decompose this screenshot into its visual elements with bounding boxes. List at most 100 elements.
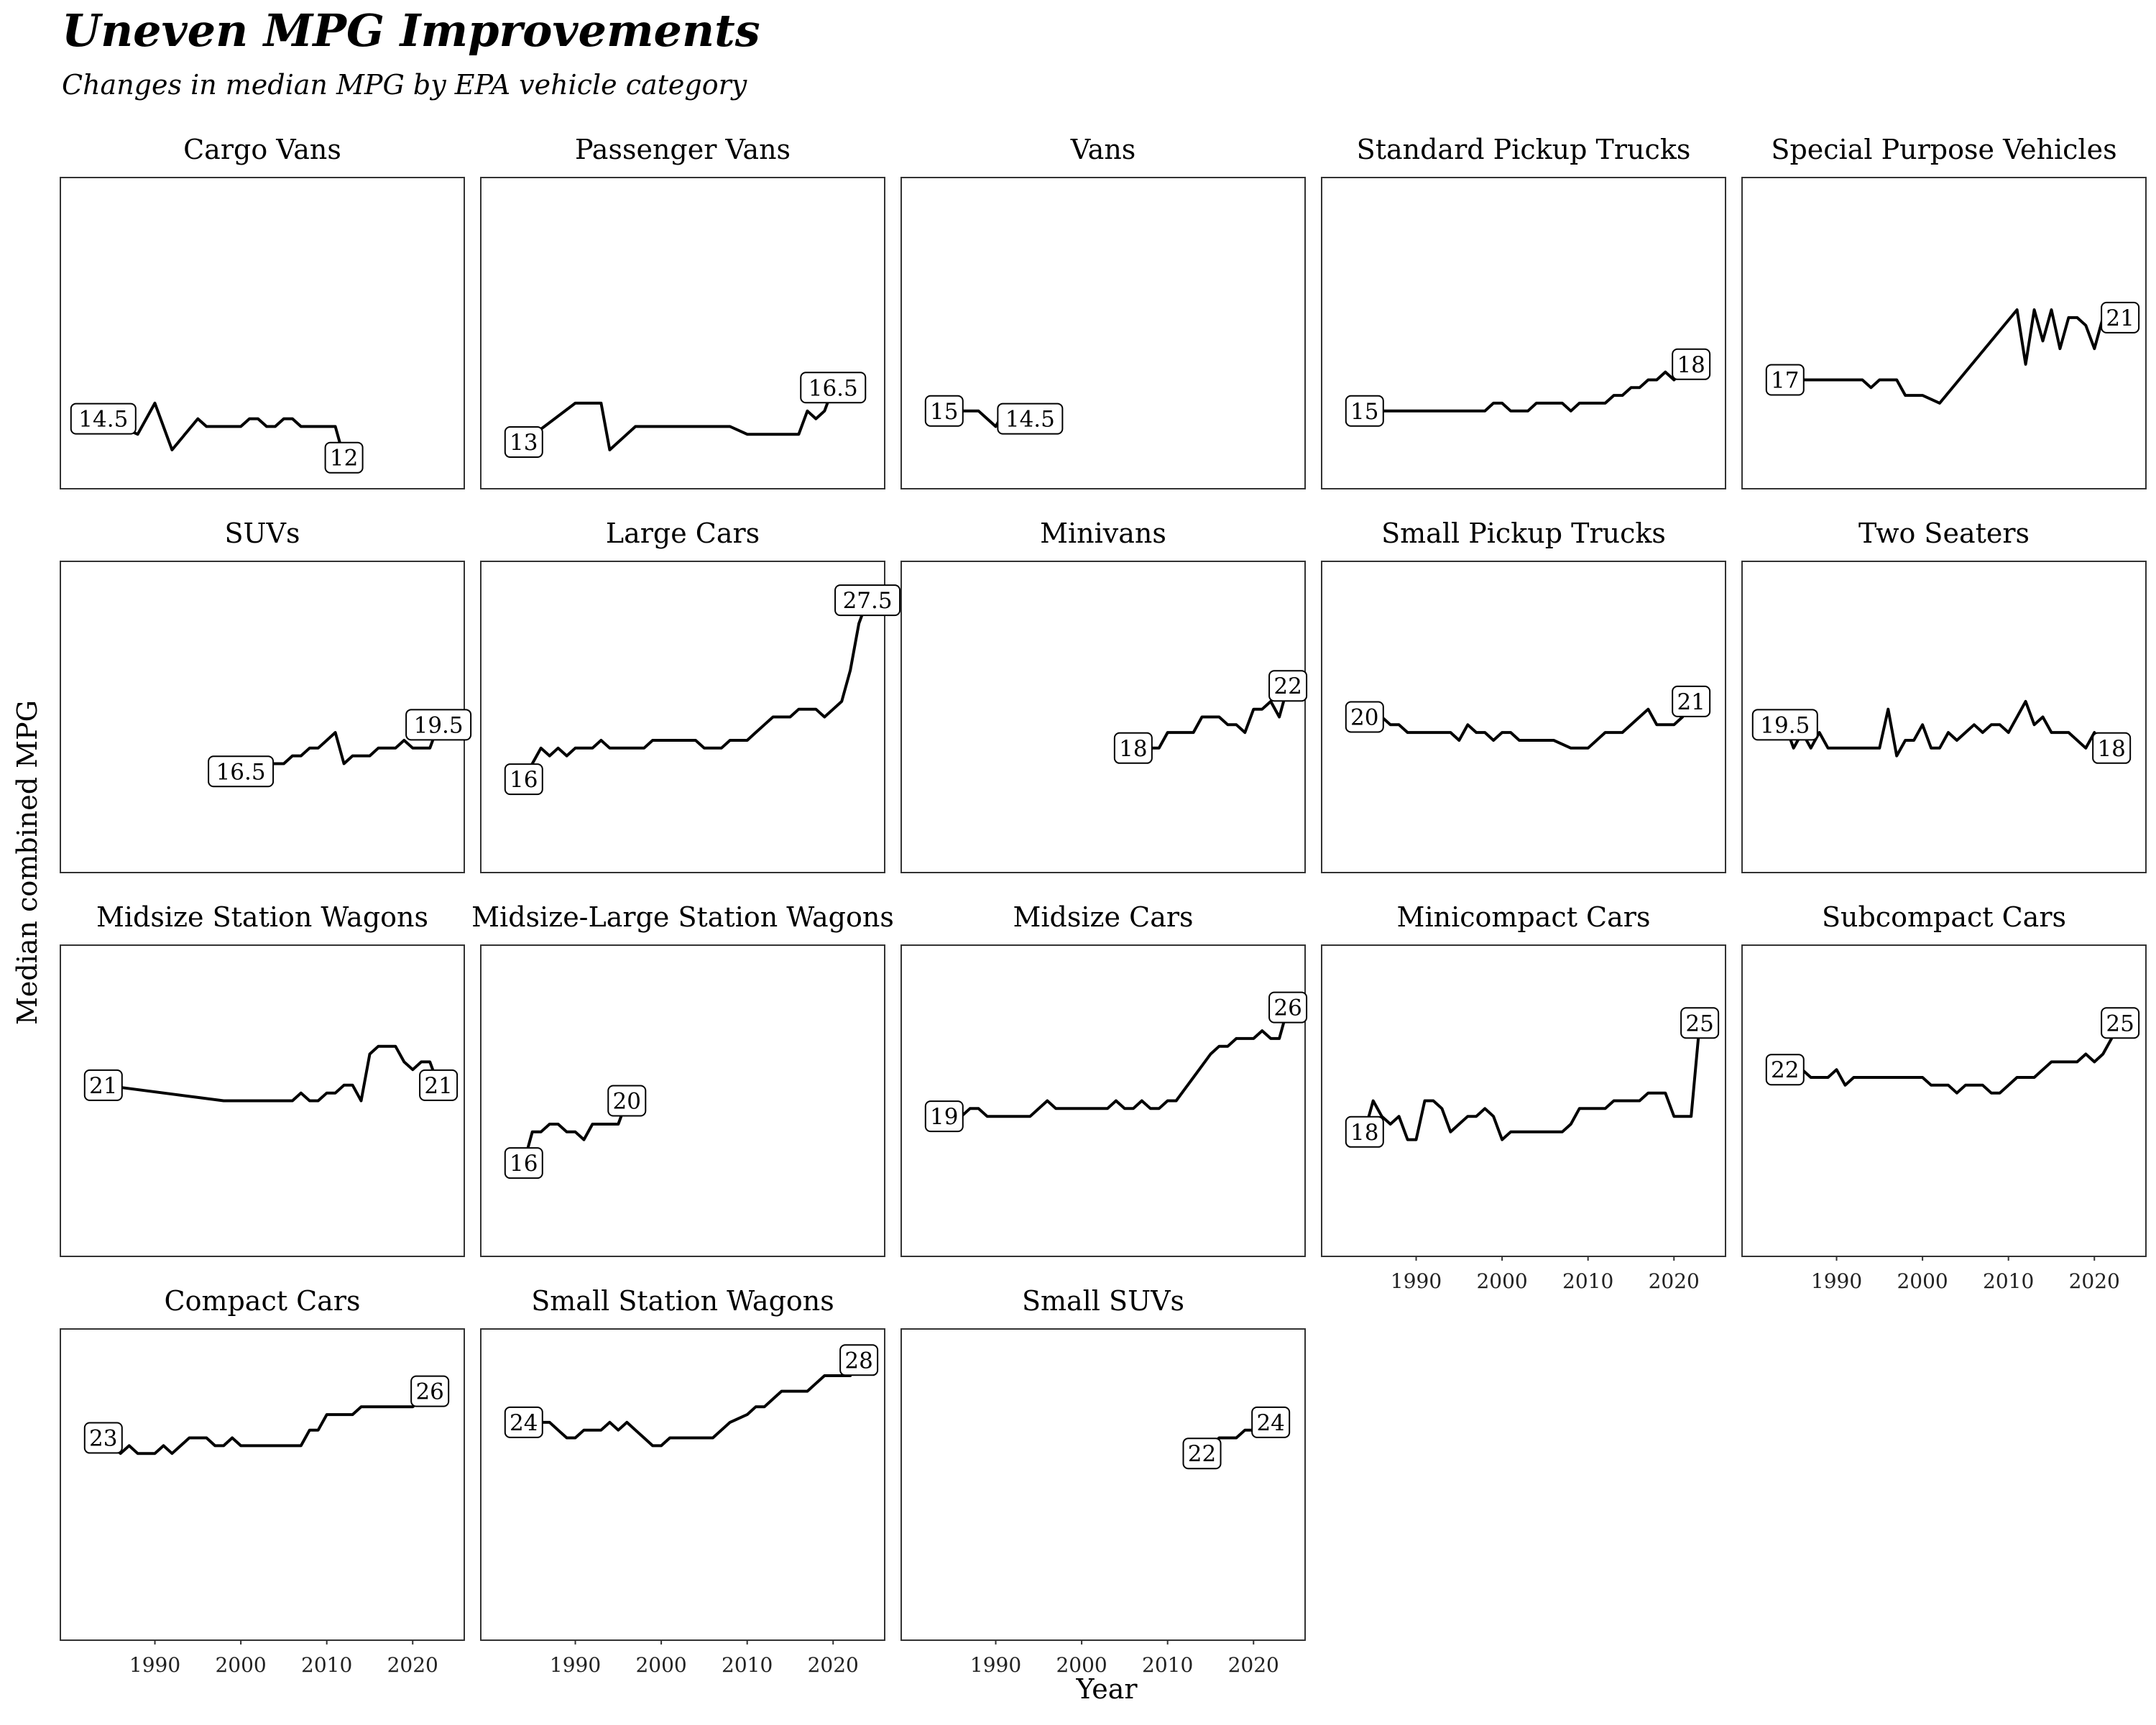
facet-title-midsize-station-wagons: Midsize Station Wagons [96, 901, 428, 933]
facet-panel-midsize-cars [900, 944, 1306, 1257]
x-tick-label-subcompact-cars-2010: 2010 [1983, 1269, 2034, 1293]
start-label-midsize-station-wagons: 21 [89, 1073, 117, 1099]
facet-panel-passenger-vans [480, 177, 885, 489]
start-label-cargo-vans-box [70, 402, 137, 435]
start-label-subcompact-cars-box [1765, 1054, 1805, 1086]
facet-panel-small-station-wagons [480, 1328, 885, 1641]
facet-title-compact-cars: Compact Cars [165, 1285, 361, 1317]
end-label-midsize-station-wagons: 21 [424, 1073, 452, 1099]
end-label-standard-pickup-trucks-box [1672, 348, 1711, 380]
start-label-midsize-large-station-wagons: 16 [510, 1151, 538, 1177]
series-line-large-cars [522, 599, 869, 781]
facet-title-midsize-large-station-wagons: Midsize-Large Station Wagons [471, 901, 894, 933]
end-label-subcompact-cars-box [2101, 1007, 2140, 1039]
y-axis-title: Median combined MPG [11, 700, 43, 1025]
end-label-minivans-box [1268, 670, 1308, 702]
start-label-small-pickup-trucks: 20 [1350, 705, 1378, 731]
start-label-small-pickup-trucks-box [1345, 701, 1384, 733]
facet-panel-compact-cars [60, 1328, 465, 1641]
x-tick-label-small-station-wagons-2010: 2010 [722, 1653, 773, 1677]
start-label-minicompact-cars-box [1345, 1116, 1384, 1148]
start-label-cargo-vans: 14.5 [78, 407, 128, 433]
facet-title-passenger-vans: Passenger Vans [575, 134, 791, 165]
x-tick-label-minicompact-cars-2020: 2020 [1649, 1269, 1700, 1293]
facet-title-special-purpose-vehicles: Special Purpose Vehicles [1771, 134, 2116, 165]
start-label-compact-cars: 23 [89, 1426, 117, 1452]
chart-subtitle: Changes in median MPG by EPA vehicle cat… [62, 69, 747, 101]
series-line-minicompact-cars [1363, 1023, 1702, 1141]
start-label-two-seaters-box [1751, 709, 1818, 741]
facet-title-midsize-cars: Midsize Cars [1013, 901, 1193, 933]
facet-panel-special-purpose-vehicles [1741, 177, 2147, 489]
end-label-minicompact-cars: 25 [1685, 1011, 1713, 1036]
facet-title-two-seaters: Two Seaters [1858, 518, 2030, 549]
facet-panel-standard-pickup-trucks [1321, 177, 1726, 489]
x-tick-label-subcompact-cars-2000: 2000 [1897, 1269, 1948, 1293]
series-line-small-station-wagons [523, 1359, 860, 1448]
x-tick-label-small-suvs-1990: 1990 [970, 1653, 1021, 1677]
end-label-midsize-station-wagons-box [419, 1069, 459, 1101]
end-label-small-suvs: 24 [1256, 1410, 1284, 1436]
facet-panel-minivans [900, 561, 1306, 873]
end-label-midsize-large-station-wagons: 20 [613, 1089, 641, 1115]
end-label-passenger-vans: 16.5 [808, 375, 858, 401]
facet-panel-midsize-station-wagons [60, 944, 465, 1257]
end-label-cargo-vans: 12 [330, 446, 358, 472]
facet-panel-two-seaters [1741, 561, 2147, 873]
facet-title-small-suvs: Small SUVs [1022, 1285, 1184, 1317]
facet-title-large-cars: Large Cars [606, 518, 760, 549]
x-tick-label-small-suvs-2000: 2000 [1056, 1653, 1107, 1677]
start-label-midsize-cars-box [924, 1100, 964, 1133]
series-line-two-seaters [1783, 699, 2112, 758]
start-label-midsize-station-wagons-box [83, 1069, 123, 1101]
start-label-minicompact-cars: 18 [1350, 1120, 1378, 1146]
x-tick-label-compact-cars-2010: 2010 [301, 1653, 352, 1677]
facet-panel-minicompact-cars [1321, 944, 1726, 1257]
start-label-special-purpose-vehicles: 17 [1771, 367, 1799, 393]
x-tick-label-compact-cars-2000: 2000 [215, 1653, 266, 1677]
end-label-large-cars: 27.5 [843, 588, 893, 614]
series-line-minivans [1132, 685, 1290, 750]
facet-panel-small-pickup-trucks [1321, 561, 1726, 873]
x-tick-label-minicompact-cars-1990: 1990 [1391, 1269, 1442, 1293]
start-label-small-station-wagons-box [504, 1406, 543, 1438]
start-label-passenger-vans-box [504, 426, 543, 459]
x-tick-label-small-station-wagons-2000: 2000 [635, 1653, 686, 1677]
series-line-standard-pickup-trucks [1364, 363, 1692, 413]
facet-title-minivans: Minivans [1040, 518, 1166, 549]
end-label-two-seaters: 18 [2097, 736, 2125, 762]
facet-title-small-station-wagons: Small Station Wagons [531, 1285, 834, 1317]
end-label-standard-pickup-trucks: 18 [1677, 352, 1705, 378]
x-tick-label-subcompact-cars-2020: 2020 [2069, 1269, 2120, 1293]
facet-panel-midsize-large-station-wagons [480, 944, 885, 1257]
facet-title-vans: Vans [1070, 134, 1136, 165]
facet-panel-suvs [60, 561, 465, 873]
series-line-suvs [241, 724, 440, 773]
end-label-suvs-box [405, 709, 472, 741]
start-label-compact-cars-box [83, 1422, 123, 1454]
end-label-small-station-wagons: 28 [844, 1348, 872, 1374]
end-label-small-pickup-trucks-box [1672, 685, 1711, 717]
series-line-small-pickup-trucks [1364, 700, 1692, 750]
series-line-subcompact-cars [1784, 1022, 2122, 1095]
start-label-standard-pickup-trucks: 15 [1350, 399, 1378, 425]
end-label-passenger-vans-box [800, 372, 867, 404]
facet-title-standard-pickup-trucks: Standard Pickup Trucks [1357, 134, 1691, 165]
series-line-special-purpose-vehicles [1784, 308, 2122, 405]
end-label-midsize-large-station-wagons-box [607, 1085, 647, 1117]
end-label-midsize-cars: 26 [1273, 995, 1302, 1021]
series-line-midsize-cars [944, 1007, 1290, 1118]
series-line-compact-cars [102, 1390, 431, 1455]
start-label-minivans-box [1113, 732, 1153, 764]
end-label-special-purpose-vehicles-box [2101, 301, 2140, 334]
series-line-midsize-large-station-wagons [522, 1100, 629, 1164]
start-label-vans: 15 [930, 399, 958, 425]
end-label-minicompact-cars-box [1680, 1007, 1720, 1039]
facet-panel-cargo-vans [60, 177, 465, 489]
facet-panel-vans [900, 177, 1306, 489]
end-label-suvs: 19.5 [414, 712, 464, 738]
start-label-large-cars: 16 [510, 767, 538, 793]
end-label-small-pickup-trucks: 21 [1677, 689, 1705, 715]
x-tick-label-compact-cars-2020: 2020 [387, 1653, 438, 1677]
facet-title-minicompact-cars: Minicompact Cars [1397, 901, 1651, 933]
